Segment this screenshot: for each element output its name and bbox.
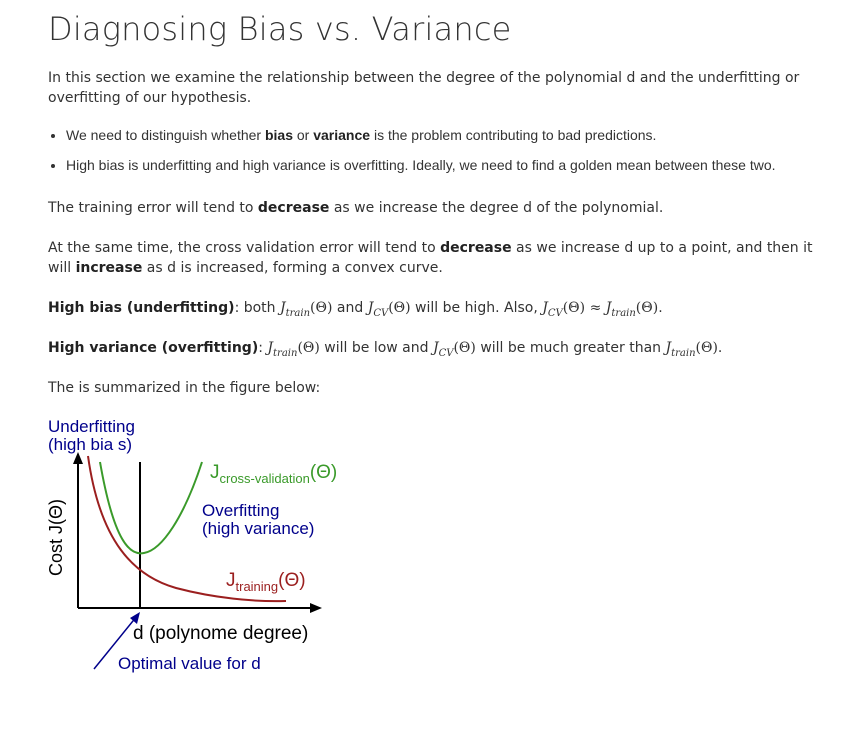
math-j-cv: JCV(Θ): [367, 300, 411, 319]
bias-variance-figure: Underfitting (high bia s) Cost J(Θ) Jcro…: [46, 417, 337, 673]
paragraph-text: will be much greater than: [475, 340, 666, 356]
bullet-bold-bias: bias: [264, 127, 293, 143]
underfitting-label: Underfitting: [48, 417, 135, 436]
bullet-text: is the problem contributing to bad predi…: [370, 127, 657, 143]
paragraph-text: as we increase d up to a point, and then…: [48, 240, 813, 276]
training-theta: (Θ): [278, 570, 305, 591]
x-axis-arrowhead: [310, 603, 322, 613]
paragraph-text: and: [332, 300, 368, 316]
paragraph-text: The training error will tend to: [48, 200, 258, 216]
high-bias-label: High bias (underfitting): [48, 300, 235, 316]
intro-paragraph: In this section we examine the relations…: [48, 70, 800, 106]
math-j-train: Jtrain(Θ): [280, 300, 333, 319]
math-symbol: J: [665, 340, 672, 356]
math-subscript: CV: [438, 348, 454, 359]
math-theta: (Θ): [695, 340, 718, 356]
paragraph-text: : both: [234, 300, 280, 316]
cv-paragraph: At the same time, the cross validation e…: [48, 238, 838, 278]
bold-increase: increase: [75, 260, 143, 276]
math-theta: (Θ): [310, 300, 333, 316]
math-theta: (Θ): [453, 340, 476, 356]
math-theta: (Θ): [562, 300, 586, 316]
math-theta: (Θ): [297, 340, 320, 356]
high-variance-paragraph: High variance (overfitting): Jtrain(Θ) w…: [48, 338, 838, 364]
summary-paragraph: The is summarized in the figure below:: [48, 380, 321, 396]
paragraph-text: as d is increased, forming a convex curv…: [142, 260, 443, 276]
math-subscript: CV: [547, 308, 563, 319]
math-approx: ≈: [589, 300, 602, 316]
list-item: High bias is underfitting and high varia…: [66, 156, 846, 174]
optimal-arrow: [93, 615, 138, 670]
paragraph-text: will be low and: [319, 340, 433, 356]
paragraph-text: :: [258, 340, 268, 356]
high-bias-label: (high bia s): [48, 435, 132, 454]
math-subscript: train: [611, 308, 636, 319]
training-subscript: training: [236, 579, 279, 594]
training-error-curve: [87, 455, 287, 603]
bullet-list: We need to distinguish whether bias or v…: [48, 126, 846, 186]
bold-decrease: decrease: [257, 200, 330, 216]
optimal-value-label: Optimal value for d: [118, 654, 261, 673]
cv-subscript: cross-validation: [220, 471, 310, 486]
math-symbol: J: [432, 340, 439, 356]
math-subscript: train: [285, 308, 311, 319]
page-title: Diagnosing Bias vs. Variance: [48, 10, 512, 48]
math-subscript: train: [671, 348, 696, 359]
math-subscript: CV: [373, 308, 389, 319]
high-bias-paragraph: High bias (underfitting): both Jtrain(Θ)…: [48, 298, 838, 324]
math-j-train: Jtrain(Θ): [605, 300, 659, 319]
high-variance-label: High variance (overfitting): [48, 340, 259, 356]
bullet-text: or: [293, 127, 314, 143]
paragraph-text: At the same time, the cross validation e…: [48, 240, 441, 256]
math-theta: (Θ): [635, 300, 659, 316]
math-j-train: Jtrain(Θ): [267, 340, 320, 359]
math-j-train: Jtrain(Θ): [665, 340, 718, 359]
math-j-cv: JCV(Θ): [542, 300, 586, 319]
math-symbol: J: [267, 340, 274, 356]
training-curve-label: Jtraining(Θ): [226, 570, 306, 594]
cv-j: J: [210, 462, 220, 483]
paragraph-text: .: [717, 340, 723, 356]
list-item: We need to distinguish whether bias or v…: [66, 126, 846, 144]
cv-curve-label: Jcross-validation(Θ): [210, 462, 337, 486]
paragraph-text: will be high. Also,: [410, 300, 543, 316]
bullet-text: High bias is underfitting and high varia…: [66, 157, 776, 173]
math-symbol: J: [542, 300, 548, 316]
paragraph-text: as we increase the degree d of the polyn…: [329, 200, 664, 216]
math-subscript: train: [273, 348, 298, 359]
high-variance-label: (high variance): [202, 519, 314, 538]
math-j-cv: JCV(Θ): [432, 340, 476, 359]
bold-decrease: decrease: [440, 240, 512, 256]
training-paragraph: The training error will tend to decrease…: [48, 198, 838, 218]
math-symbol: J: [367, 300, 374, 316]
training-j: J: [226, 570, 236, 591]
overfitting-label: Overfitting: [202, 501, 279, 520]
math-symbol: J: [280, 300, 286, 316]
cv-theta: (Θ): [310, 462, 337, 483]
y-axis-arrowhead: [73, 452, 83, 464]
cv-error-curve: [99, 461, 203, 555]
bullet-bold-variance: variance: [313, 127, 371, 143]
paragraph-text: .: [658, 300, 663, 316]
bullet-text: We need to distinguish whether: [66, 127, 265, 143]
math-theta: (Θ): [388, 300, 411, 316]
x-axis-label: d (polynome degree): [133, 623, 308, 644]
optimal-arrowhead: [130, 612, 140, 624]
y-axis-label: Cost J(Θ): [46, 499, 66, 576]
math-symbol: J: [605, 300, 612, 316]
